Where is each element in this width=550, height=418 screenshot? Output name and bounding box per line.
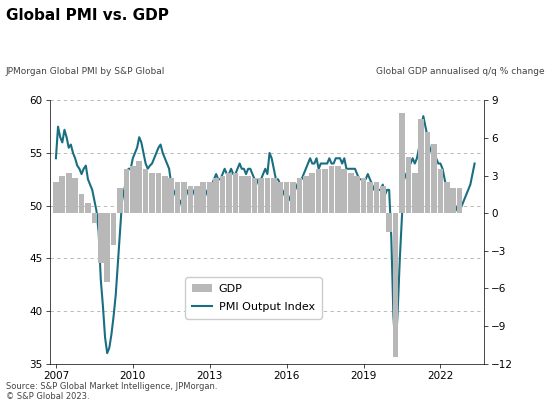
Bar [457,188,463,213]
Bar [361,178,366,213]
Bar [399,113,405,213]
Bar [405,157,411,213]
Bar [310,173,315,213]
Bar [322,169,328,213]
Bar [373,182,379,213]
Bar [450,188,456,213]
Bar [136,161,142,213]
Bar [290,182,296,213]
Text: JPMorgan Global PMI by S&P Global: JPMorgan Global PMI by S&P Global [6,67,165,76]
Bar [156,173,161,213]
Bar [239,176,245,213]
Bar [53,182,59,213]
Bar [111,213,117,245]
Bar [386,213,392,232]
Bar [59,176,65,213]
Bar [66,173,72,213]
Bar [85,203,91,213]
Bar [258,178,264,213]
Bar [91,213,97,223]
Bar [425,132,431,213]
Bar [284,182,289,213]
Bar [296,178,303,213]
Bar [303,176,309,213]
Bar [233,173,238,213]
Bar [316,169,322,213]
Bar [213,178,219,213]
Bar [329,166,334,213]
Legend: GDP, PMI Output Index: GDP, PMI Output Index [185,278,322,319]
Bar [188,186,193,213]
Bar [412,173,417,213]
Bar [219,176,226,213]
Bar [98,213,103,263]
Bar [143,169,148,213]
Bar [252,178,257,213]
Bar [245,176,251,213]
Bar [348,173,354,213]
Text: Global PMI vs. GDP: Global PMI vs. GDP [6,8,168,23]
Bar [226,173,232,213]
Bar [168,178,174,213]
Text: Source: S&P Global Market Intelligence, JPMorgan.
© S&P Global 2023.: Source: S&P Global Market Intelligence, … [6,382,217,401]
Bar [277,182,283,213]
Text: Global GDP annualised q/q % change: Global GDP annualised q/q % change [376,67,544,76]
Bar [124,169,129,213]
Bar [271,178,277,213]
Bar [393,213,398,357]
Bar [175,182,180,213]
Bar [182,182,187,213]
Bar [117,188,123,213]
Bar [431,144,437,213]
Bar [354,176,360,213]
Bar [201,182,206,213]
Bar [162,176,168,213]
Bar [79,194,84,213]
Bar [342,169,347,213]
Bar [438,169,443,213]
Bar [444,182,450,213]
Bar [72,178,78,213]
Bar [335,166,340,213]
Bar [207,182,212,213]
Bar [130,166,136,213]
Bar [380,186,386,213]
Bar [367,182,373,213]
Bar [149,173,155,213]
Bar [265,178,270,213]
Bar [419,119,424,213]
Bar [194,186,200,213]
Bar [104,213,110,282]
